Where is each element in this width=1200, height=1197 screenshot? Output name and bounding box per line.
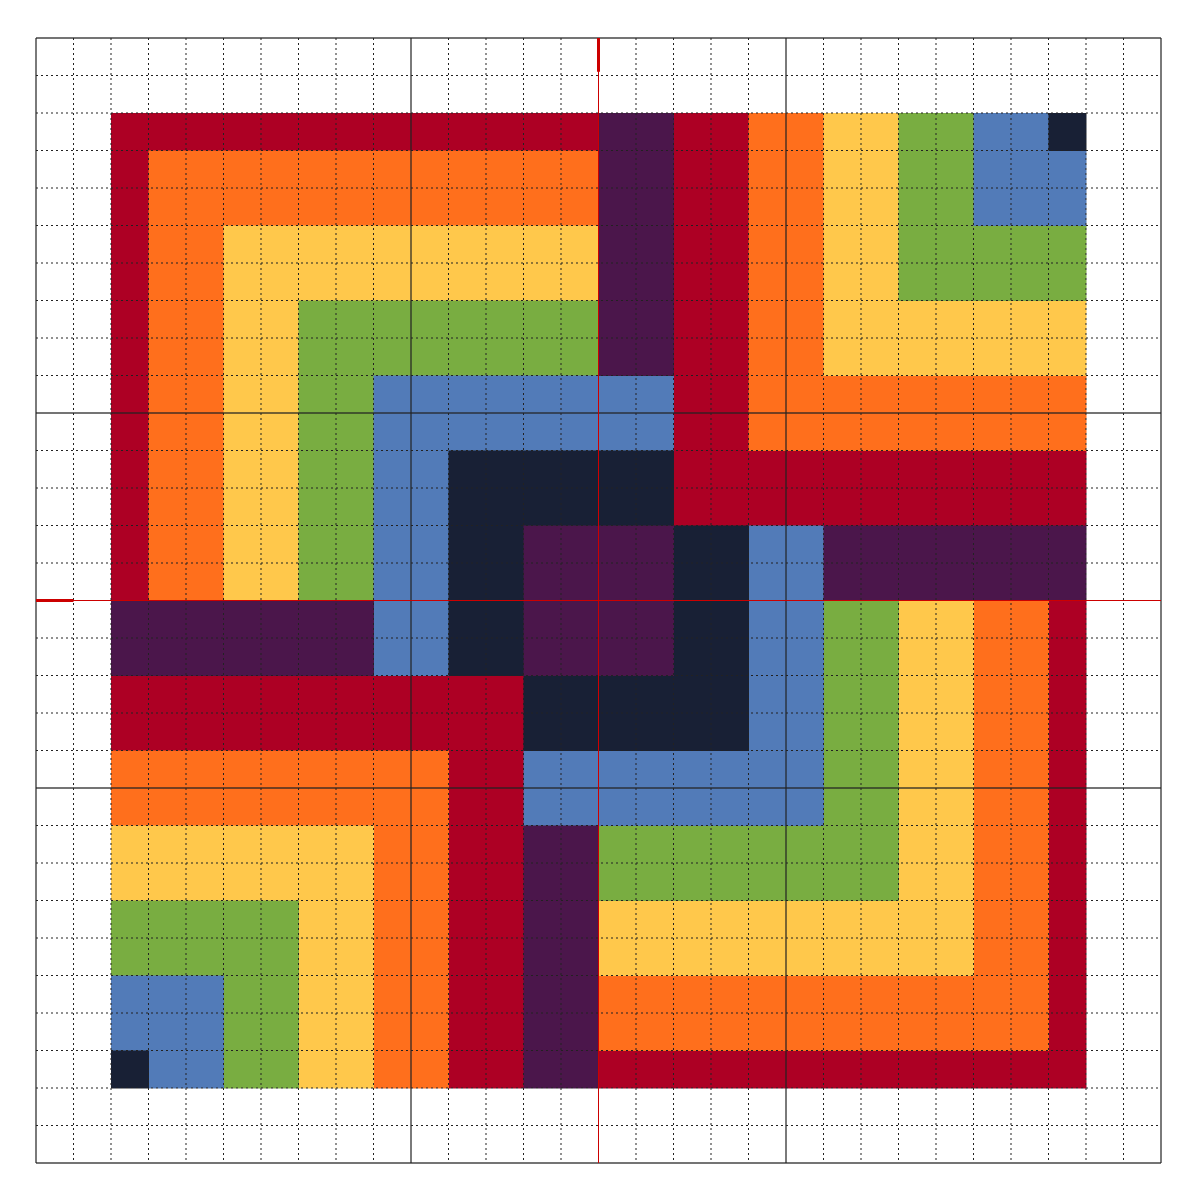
- stitch-block-r: [598, 1050, 1087, 1089]
- stitch-block-n: [111, 1050, 149, 1089]
- stitch-block-r: [111, 113, 149, 601]
- stitch-block-r: [111, 113, 599, 151]
- center-markers: [36, 38, 1161, 1163]
- stitch-block-r: [1048, 600, 1087, 1089]
- stitch-block-n: [1048, 113, 1087, 151]
- stitch-block-r: [448, 675, 524, 1089]
- stitch-block-g: [973, 225, 1087, 301]
- stitch-block-g: [898, 113, 974, 301]
